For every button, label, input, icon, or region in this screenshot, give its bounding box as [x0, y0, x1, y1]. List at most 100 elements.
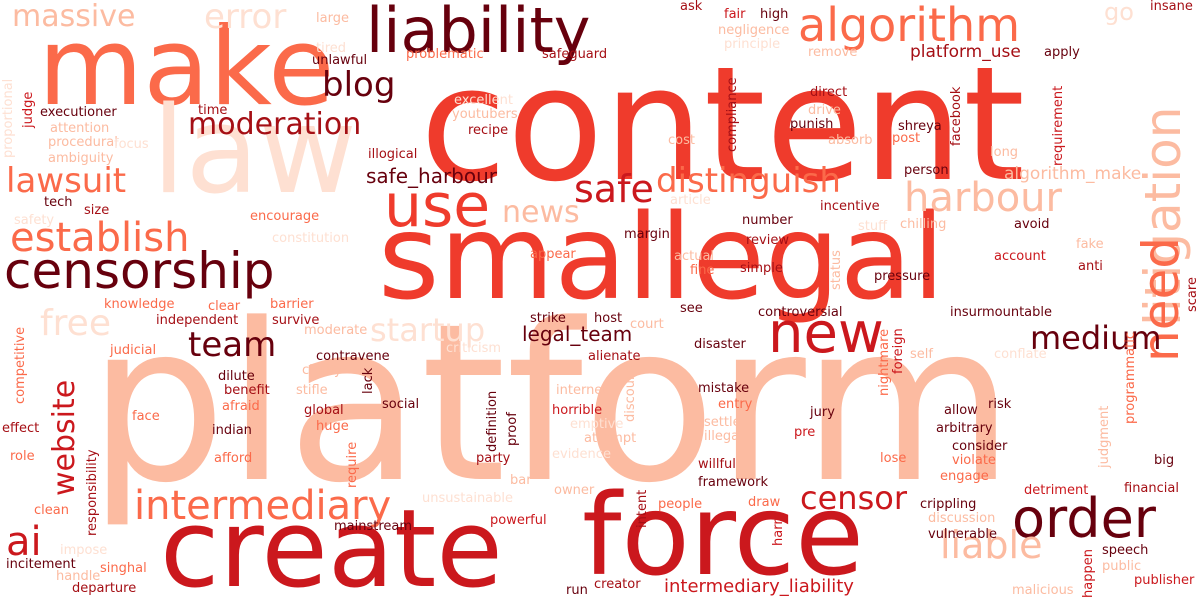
word: number [742, 213, 793, 228]
word: global [304, 403, 344, 418]
word: chilling [900, 217, 947, 232]
word: self [910, 347, 933, 362]
word: anti [1078, 259, 1103, 274]
word: singhal [100, 561, 147, 576]
word: safeguard [542, 47, 608, 62]
word: person [904, 163, 949, 178]
word: indian [212, 423, 252, 438]
word: margin [624, 227, 670, 242]
word: role [10, 449, 35, 464]
word: pre [794, 425, 816, 440]
word: engage [940, 469, 989, 484]
word: foreign [891, 328, 906, 374]
word: youtubers [452, 107, 518, 122]
word: fair [724, 7, 746, 22]
word: harm [771, 512, 786, 546]
word: tired [316, 41, 347, 56]
word: insurmountable [950, 305, 1053, 320]
word: lawsuit [6, 161, 127, 201]
word: incitement [6, 557, 76, 572]
word: court [630, 317, 664, 332]
word: illegal [704, 429, 743, 444]
word: big [1154, 453, 1175, 468]
word: malicious [1012, 583, 1074, 598]
word: crippling [920, 497, 977, 512]
word: executioner [40, 105, 117, 120]
word: status [829, 250, 844, 290]
word: departure [72, 581, 137, 596]
word: judge [21, 91, 36, 128]
word: definition [485, 390, 500, 452]
word: lose [880, 451, 907, 466]
word: disaster [694, 337, 746, 352]
word: social [382, 397, 420, 412]
word: settle [704, 415, 741, 430]
word: run [566, 583, 588, 598]
word: clarify [302, 363, 342, 378]
word: safe_harbour [366, 164, 498, 188]
word: owner [554, 483, 595, 498]
word: safe [574, 167, 654, 211]
word: see [680, 301, 703, 316]
word: emptive [570, 417, 624, 432]
word: attempt [584, 431, 637, 446]
word: moderate [304, 323, 368, 338]
word: large [316, 11, 349, 26]
word: intent [635, 489, 650, 528]
word: fine [690, 263, 715, 278]
word: competitive [13, 326, 28, 404]
word: fake [1076, 237, 1104, 252]
word: free [40, 303, 111, 344]
word: entry [718, 397, 753, 412]
word: internet [556, 383, 608, 398]
word: pressure [874, 269, 931, 284]
word: go [1104, 0, 1134, 26]
word: apply [1044, 45, 1080, 60]
word: order [1012, 487, 1156, 550]
word: detriment [1024, 483, 1089, 498]
word: legal_team [522, 322, 633, 346]
word: mainstream [334, 519, 413, 534]
word: illogical [368, 147, 418, 162]
word: liability [366, 0, 591, 67]
word: require [345, 441, 360, 488]
word: willful [698, 457, 736, 472]
word: platform [88, 278, 1015, 531]
word: framework [698, 475, 769, 490]
word: horrible [552, 403, 603, 418]
word: facebook [949, 86, 964, 146]
word: liable [940, 523, 1043, 567]
word: punish [790, 117, 834, 132]
word: moderation [188, 107, 362, 142]
word: bar [510, 473, 532, 488]
word: criticism [446, 341, 502, 356]
word: stuff [858, 219, 888, 234]
word: speech [1102, 543, 1149, 558]
word: face [132, 409, 160, 424]
word: unsustainable [422, 491, 514, 506]
word: negligence [718, 23, 790, 38]
word: afraid [222, 399, 260, 414]
word: violate [952, 453, 996, 468]
word: cost [668, 133, 695, 148]
word: effect [2, 421, 40, 436]
word: platform_use [910, 42, 1021, 62]
word: review [746, 233, 789, 248]
word: programmatic [1123, 332, 1138, 424]
word: huge [316, 419, 349, 434]
word: intermediary [134, 483, 392, 529]
word: clean [34, 503, 69, 518]
word: actual [674, 249, 715, 264]
word: account [994, 249, 1046, 264]
word: requirement [1051, 85, 1066, 166]
word: host [594, 311, 623, 326]
word: blog [322, 65, 396, 105]
word: conflate [994, 347, 1047, 362]
word: force [582, 471, 865, 600]
word: evidence [552, 447, 611, 462]
word: handle [56, 569, 101, 584]
word: judgment [1097, 405, 1112, 468]
word: lack [361, 367, 376, 394]
word: startup [370, 311, 486, 349]
